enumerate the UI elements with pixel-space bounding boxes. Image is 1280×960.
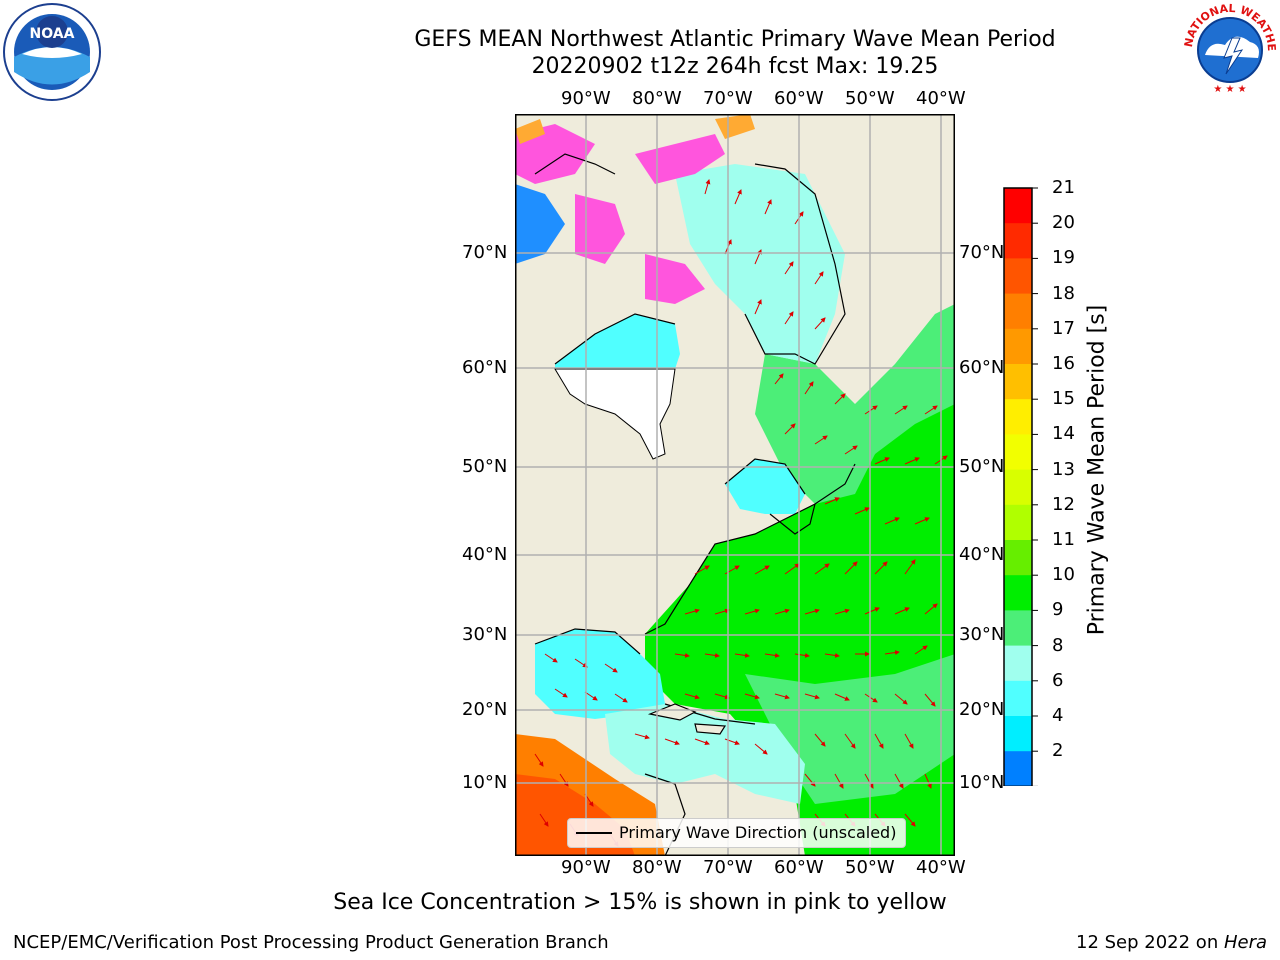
footer-host: Hera (1223, 932, 1267, 953)
colorbar-segment (1004, 469, 1032, 506)
hudson-bay-ice (554, 368, 676, 460)
colorbar (1003, 187, 1038, 786)
caribbean-sea (605, 704, 805, 804)
colorbar-segment (1004, 575, 1032, 611)
colorbar-segment (1004, 610, 1032, 647)
colorbar-tick-label: 10 (1052, 564, 1075, 586)
lon-tick-top: 50°W (845, 88, 895, 109)
footer-right: 12 Sep 2022 on Hera (1076, 932, 1267, 953)
colorbar-tick-label: 8 (1052, 634, 1064, 656)
lon-tick-top: 70°W (703, 88, 753, 109)
lat-tick-left: 30°N (462, 624, 508, 645)
colorbar-tick-label: 15 (1052, 388, 1075, 410)
colorbar-frame (1003, 187, 1033, 786)
map-frame (515, 114, 955, 856)
lat-tick-right: 30°N (959, 624, 1005, 645)
colorbar-segment (1004, 434, 1032, 471)
lon-tick-top: 60°W (774, 88, 824, 109)
graticule (516, 115, 954, 855)
sea-ice-layer (516, 115, 755, 304)
wave-direction-arrows (534, 179, 948, 847)
colorbar-tick-label: 2 (1052, 740, 1064, 762)
colorbar-tick-label: 11 (1052, 529, 1075, 550)
colorbar-segment (1004, 258, 1032, 295)
noaa-logo: NOAA (3, 3, 101, 101)
lon-tick-bottom: 40°W (916, 857, 966, 878)
colorbar-segment (1004, 540, 1032, 576)
footer-date: 12 Sep 2022 on (1076, 932, 1224, 953)
lat-tick-right: 10°N (959, 772, 1005, 793)
map-title: GEFS MEAN Northwest Atlantic Primary Wav… (414, 27, 1056, 52)
coastlines (534, 153, 856, 855)
sea-ice-caption: Sea Ice Concentration > 15% is shown in … (333, 890, 947, 915)
legend-line-swatch (576, 832, 612, 834)
lat-tick-left: 40°N (462, 544, 508, 565)
colorbar-tick-label: 6 (1052, 669, 1064, 691)
colorbar-tick-label: 18 (1052, 282, 1075, 304)
colorbar-segment (1004, 223, 1032, 259)
lon-tick-bottom: 50°W (845, 857, 895, 878)
lon-tick-bottom: 60°W (774, 857, 824, 878)
lon-tick-top: 40°W (916, 88, 966, 109)
colorbar-tick-label: 4 (1052, 705, 1064, 726)
colorbar-title: Primary Wave Mean Period [s] (1084, 304, 1110, 636)
lat-tick-right: 20°N (959, 699, 1005, 720)
colorbar-tick-label: 14 (1052, 423, 1075, 445)
lat-tick-left: 60°N (462, 357, 508, 378)
lon-tick-top: 90°W (561, 88, 611, 109)
gulf-st-lawrence (725, 459, 805, 514)
lon-tick-top: 80°W (632, 88, 682, 109)
colorbar-segment (1004, 680, 1032, 717)
lat-tick-left: 10°N (462, 772, 508, 793)
colorbar-tick-label: 20 (1052, 212, 1075, 234)
lat-tick-right: 40°N (959, 544, 1005, 565)
lat-tick-left: 70°N (462, 242, 508, 263)
colorbar-segment (1004, 751, 1032, 786)
lon-tick-bottom: 70°W (703, 857, 753, 878)
lat-tick-right: 70°N (959, 242, 1005, 263)
map-subtitle: 20220902 t12z 264h fcst Max: 19.25 (531, 54, 939, 79)
colorbar-segment (1004, 364, 1032, 400)
noaa-logo-text: NOAA (30, 26, 75, 42)
colorbar-tick-label: 17 (1052, 317, 1075, 339)
ocean-region-lightgreen (755, 304, 954, 504)
colorbar-tick-label: 16 (1052, 353, 1075, 374)
colorbar-tick-label: 9 (1052, 599, 1064, 621)
colorbar-tick-label: 13 (1052, 458, 1075, 480)
colorbar-segment (1004, 504, 1032, 541)
lon-tick-bottom: 90°W (561, 857, 611, 878)
lat-tick-right: 50°N (959, 456, 1005, 477)
lat-tick-left: 50°N (462, 456, 508, 477)
colorbar-segment (1004, 293, 1032, 330)
colorbar-segment (1004, 399, 1032, 435)
colorbar-segment (1004, 188, 1032, 224)
colorbar-tick-label: 19 (1052, 247, 1075, 269)
map-canvas (515, 114, 955, 856)
legend-label: Primary Wave Direction (unscaled) (619, 823, 897, 842)
lon-tick-bottom: 80°W (632, 857, 682, 878)
lat-tick-left: 20°N (462, 699, 508, 720)
colorbar-tick-label: 21 (1052, 177, 1075, 198)
map-legend: Primary Wave Direction (unscaled) (567, 818, 906, 848)
colorbar-segment (1004, 328, 1032, 365)
colorbar-segment (1004, 645, 1032, 682)
svg-text:★ ★ ★: ★ ★ ★ (1213, 84, 1246, 95)
lat-tick-right: 60°N (959, 357, 1005, 378)
colorbar-segment (1004, 716, 1032, 752)
colorbar-tick-label: 12 (1052, 493, 1075, 515)
footer-left: NCEP/EMC/Verification Post Processing Pr… (13, 932, 609, 953)
nws-logo: NATIONAL WEATHER SERVICE ★ ★ ★ (1180, 0, 1278, 98)
